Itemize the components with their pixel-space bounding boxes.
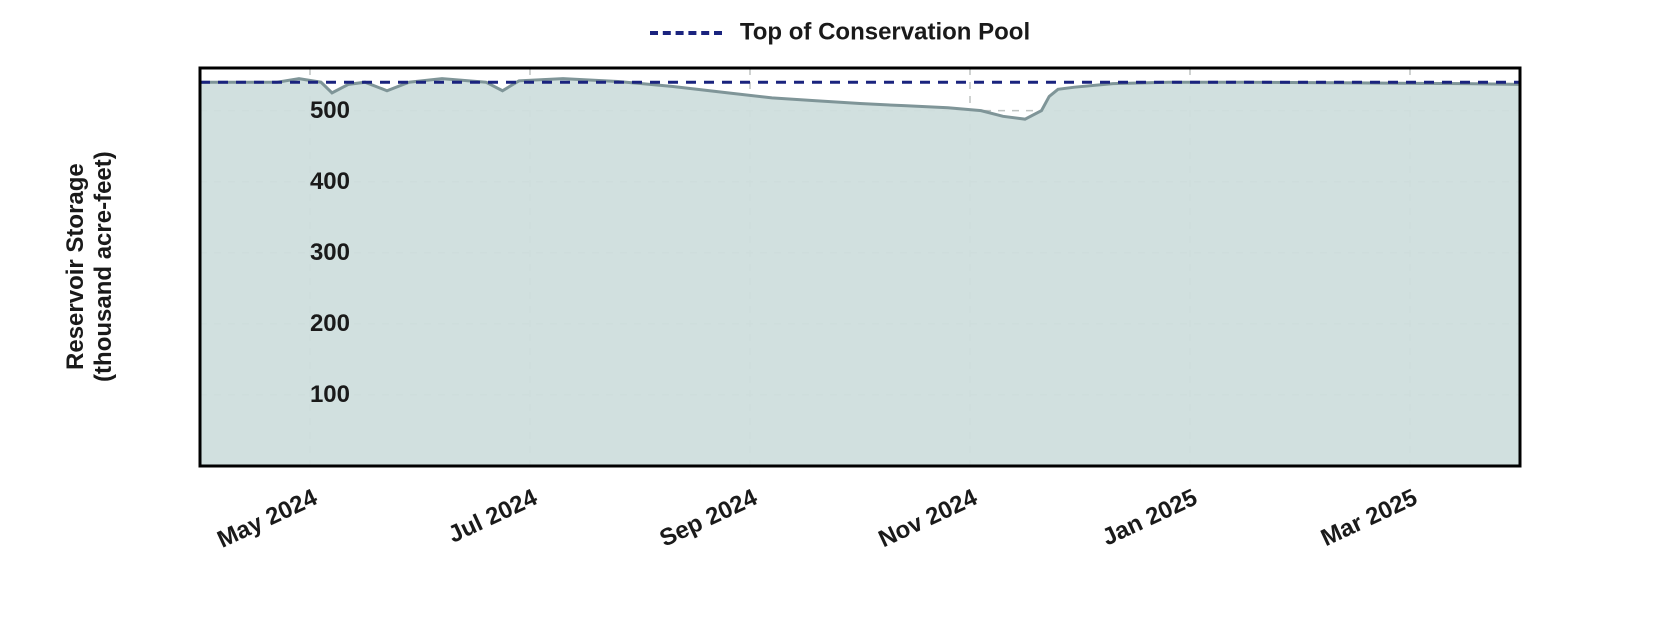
x-tick-label: Jan 2025: [1098, 484, 1202, 552]
x-tick-label: Nov 2024: [874, 484, 981, 554]
y-tick-label: 200: [290, 310, 350, 338]
x-tick-label: May 2024: [213, 484, 322, 554]
legend-label: Top of Conservation Pool: [740, 19, 1030, 46]
y-tick-label: 500: [290, 97, 350, 125]
y-tick-label: 400: [290, 168, 350, 196]
storage-area-fill: [200, 79, 1520, 466]
legend: Top of Conservation Pool: [0, 18, 1680, 47]
y-tick-label: 300: [290, 239, 350, 267]
y-axis-label-line1: Reservoir Storage: [61, 164, 88, 371]
chart-container: Top of Conservation Pool Reservoir Stora…: [0, 0, 1680, 630]
legend-swatch-dashed: [650, 31, 722, 35]
y-axis-label: Reservoir Storage (thousand acre-feet): [54, 68, 124, 466]
x-tick-label: Mar 2025: [1317, 484, 1422, 553]
y-axis-label-line2: (thousand acre-feet): [89, 152, 116, 383]
chart-svg: [200, 68, 1520, 466]
x-tick-label: Jul 2024: [444, 484, 542, 549]
x-tick-label: Sep 2024: [656, 484, 762, 553]
y-tick-label: 100: [290, 381, 350, 409]
plot-area: [200, 68, 1520, 466]
